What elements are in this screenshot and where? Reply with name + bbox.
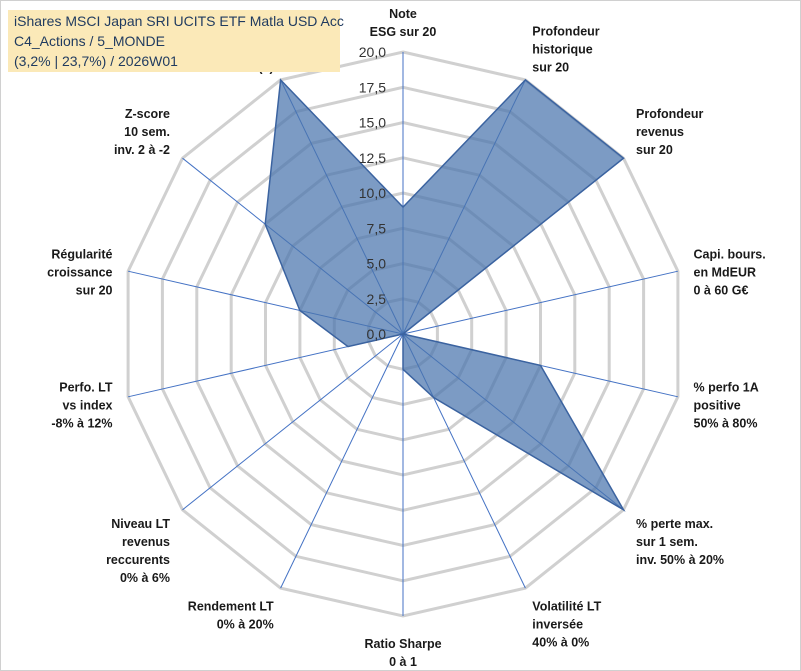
axis-label: Profondeur historique sur 20 bbox=[532, 25, 599, 75]
axis-spoke bbox=[280, 333, 404, 589]
radar-series bbox=[264, 78, 626, 512]
chart-title-box bbox=[8, 10, 340, 72]
axis-label: % perte max. sur 1 sem. inv. 50% à 20% bbox=[636, 517, 724, 567]
series-area bbox=[264, 78, 626, 512]
tick-label: 17,5 bbox=[359, 79, 386, 95]
axis-label: Ratio Sharpe 0 à 1 bbox=[364, 637, 441, 669]
chart-title-line-3: (3,2% | 23,7%) / 2026W01 bbox=[14, 53, 178, 69]
axis-label: Volatilité LT inversée 40% à 0% bbox=[532, 600, 601, 650]
axis-label: Z-score 10 sem. inv. 2 à -2 bbox=[114, 107, 170, 157]
chart-title-line-1: iShares MSCI Japan SRI UCITS ETF Matla U… bbox=[14, 13, 344, 29]
tick-label: 5,0 bbox=[367, 256, 387, 272]
tick-label: 20,0 bbox=[359, 44, 386, 60]
chart-title-line-2: C4_Actions / 5_MONDE bbox=[14, 33, 165, 49]
axis-label: % perfo 1A positive 50% à 80% bbox=[694, 380, 759, 430]
axis-label: Capi. bours. en MdEUR 0 à 60 G€ bbox=[694, 248, 766, 298]
axis-label: Profondeur revenus sur 20 bbox=[636, 107, 703, 157]
axis-label: Perfo. LT vs index -8% à 12% bbox=[51, 380, 113, 430]
tick-label: 10,0 bbox=[359, 185, 386, 201]
axis-spoke bbox=[402, 270, 679, 335]
radial-tick-labels: 0,0 2,5 5,0 7,5 10,0 12,5 15,0 17,5 20,0 bbox=[359, 44, 386, 342]
axis-label: Rendement LT 0% à 20% bbox=[188, 600, 274, 632]
axis-label: Régularité croissance sur 20 bbox=[47, 248, 112, 298]
tick-label: 2,5 bbox=[367, 291, 387, 307]
axis-spoke bbox=[182, 333, 404, 511]
axis-label: Niveau LT revenus reccurents 0% à 6% bbox=[106, 517, 170, 585]
tick-label: 12,5 bbox=[359, 150, 386, 166]
tick-label: 15,0 bbox=[359, 115, 386, 131]
axis-label: Note ESG sur 20 bbox=[370, 7, 437, 39]
tick-label: 0,0 bbox=[367, 326, 387, 342]
tick-label: 7,5 bbox=[367, 220, 387, 236]
